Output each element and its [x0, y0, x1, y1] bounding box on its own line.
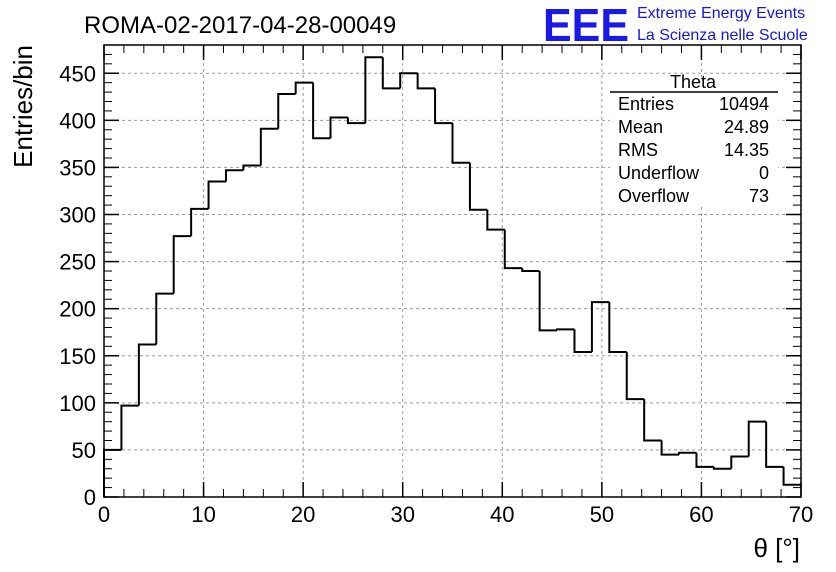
histogram-bin	[346, 117, 366, 125]
y-axis-label: Entries/bin	[8, 45, 38, 168]
x-axis-label: θ [°]	[753, 533, 800, 563]
histogram-bin	[103, 448, 122, 497]
histogram-bin	[224, 169, 244, 182]
histogram-bin	[730, 455, 749, 469]
histogram-bin	[207, 180, 226, 209]
histogram-bin	[747, 420, 767, 457]
histogram-bin	[468, 162, 488, 211]
x-tick-label: 10	[191, 502, 215, 527]
histogram-bin	[416, 73, 436, 90]
histogram-bin	[695, 452, 714, 468]
x-tick-label: 70	[789, 502, 813, 527]
histogram-bin	[712, 466, 732, 470]
histogram-bin	[486, 209, 505, 231]
histogram-bin	[660, 440, 680, 456]
stats-label-underflow: Underflow	[618, 163, 700, 183]
histogram-bin	[538, 271, 558, 332]
y-tick-label: 0	[84, 485, 96, 510]
histogram-bin	[521, 268, 540, 272]
grid	[104, 45, 801, 497]
stats-label-entries: Entries	[618, 94, 674, 114]
stats-value-rms: 14.35	[724, 140, 769, 160]
logo-line-2: La Scienza nelle Scuole	[637, 27, 808, 44]
histogram-bin	[399, 72, 418, 89]
histogram-series	[103, 56, 801, 497]
stats-label-mean: Mean	[618, 117, 663, 137]
stats-box: Theta Entries 10494 Mean 24.89 RMS 14.35…	[610, 72, 778, 207]
histogram-bin	[678, 451, 697, 455]
histogram-bin	[503, 229, 523, 270]
histogram-bin	[765, 421, 784, 468]
stats-value-entries: 10494	[719, 94, 769, 114]
y-tick-label: 250	[59, 250, 96, 275]
histogram-bin	[137, 343, 157, 406]
x-tick-label: 20	[291, 502, 315, 527]
histogram-bin	[259, 127, 279, 166]
stats-value-underflow: 0	[759, 163, 769, 183]
histogram-bin	[381, 57, 401, 90]
histogram-bin	[190, 207, 209, 237]
x-tick-label: 60	[689, 502, 713, 527]
histogram-bin	[329, 116, 348, 139]
stats-title: Theta	[670, 72, 717, 92]
stats-label-rms: RMS	[618, 140, 658, 160]
x-tick-label: 40	[490, 502, 514, 527]
y-tick-label: 100	[59, 391, 96, 416]
y-tick-label: 350	[59, 155, 96, 180]
y-tick-label: 200	[59, 297, 96, 322]
x-tick-label: 50	[590, 502, 614, 527]
histogram-bin	[556, 328, 575, 331]
stats-value-mean: 24.89	[724, 117, 769, 137]
histogram-bin	[294, 81, 314, 94]
histogram-bin	[434, 88, 453, 125]
histogram-bin	[312, 82, 331, 140]
histogram-bin	[451, 123, 470, 164]
histogram-bin	[782, 466, 801, 486]
stats-label-overflow: Overflow	[618, 186, 690, 206]
tick-labels: 0 10 20 30 40 50 60 70 0 50 100 150 200 250 300 350 400 4…	[59, 61, 813, 527]
histogram-bin	[120, 404, 139, 450]
histogram-bin	[364, 56, 383, 124]
stats-box-background	[610, 77, 778, 207]
histogram-bin	[643, 399, 662, 442]
y-tick-label: 400	[59, 108, 96, 133]
logo-mark: EEE	[543, 0, 629, 51]
histogram-bin	[155, 292, 174, 345]
y-tick-label: 150	[59, 344, 96, 369]
y-tick-label: 450	[59, 61, 96, 86]
chart-title: ROMA-02-2017-04-28-00049	[84, 12, 396, 39]
eee-logo: EEE Extreme Energy Events La Scienza nel…	[543, 0, 808, 51]
histogram-bin	[608, 302, 627, 353]
logo-line-1: Extreme Energy Events	[637, 5, 805, 22]
axis-ticks	[103, 44, 802, 498]
x-tick-label: 30	[390, 502, 414, 527]
histogram-bin	[573, 329, 592, 353]
y-tick-label: 300	[59, 203, 96, 228]
histogram-bin	[590, 301, 610, 352]
histogram-bin	[172, 235, 192, 294]
histogram-bin	[277, 92, 296, 129]
x-tick-label: 0	[98, 502, 110, 527]
y-tick-label: 50	[72, 438, 96, 463]
histogram-bin	[625, 351, 645, 401]
histogram-bin	[242, 164, 261, 171]
stats-value-overflow: 73	[749, 186, 769, 206]
